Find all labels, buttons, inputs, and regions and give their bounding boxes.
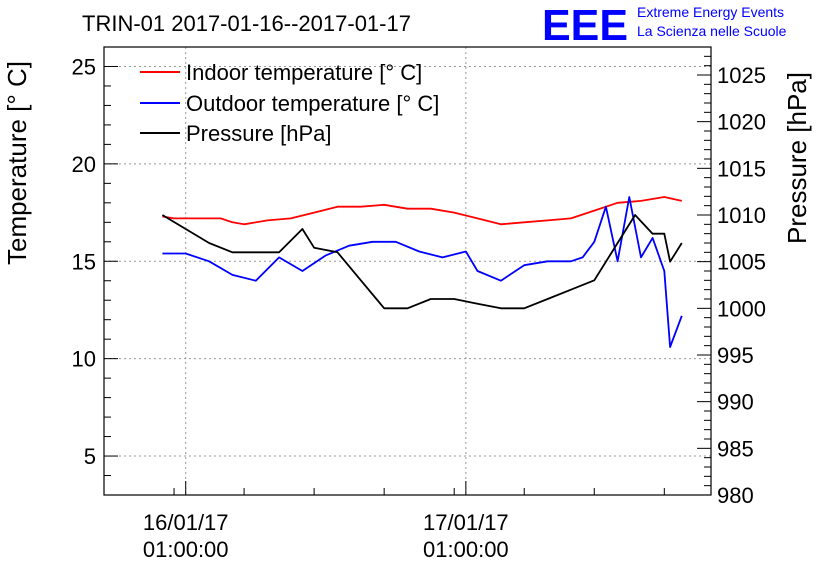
indoor-temperature-line (162, 196, 682, 226)
pressure-line (161, 214, 683, 310)
y2-tick-label: 1025 (717, 63, 766, 88)
legend-label-pressure: Pressure [hPa] (186, 121, 332, 146)
y2-tick-label: 1000 (717, 296, 766, 321)
x-tick-time-label: 01:00:00 (143, 537, 229, 562)
legend-label-indoor: Indoor temperature [° C] (186, 60, 422, 85)
logo-line1: Extreme Energy Events (637, 4, 784, 20)
y-tick-label: 20 (72, 152, 96, 177)
y2-tick-label: 985 (717, 436, 754, 461)
chart-title: TRIN-01 2017-01-16--2017-01-17 (82, 11, 411, 36)
y-tick-label: 10 (72, 347, 96, 372)
y2-tick-label: 1020 (717, 110, 766, 135)
y-tick-label: 15 (72, 249, 96, 274)
legend: Indoor temperature [° C] Outdoor tempera… (140, 60, 439, 146)
y2-tick-label: 980 (717, 483, 754, 508)
x-tick-date-label: 16/01/17 (143, 510, 229, 535)
y2-tick-label: 1015 (717, 156, 766, 181)
y-tick-label: 5 (84, 444, 96, 469)
x-tick-date-label: 17/01/17 (423, 510, 509, 535)
y2-tick-label: 995 (717, 343, 754, 368)
y2-tick-label: 990 (717, 390, 754, 415)
x-tick-time-label: 01:00:00 (423, 537, 509, 562)
y2-tick-label: 1010 (717, 203, 766, 228)
logo-line2: La Scienza nelle Scuole (637, 23, 787, 39)
grid (104, 47, 711, 495)
outdoor-temperature-line (162, 196, 683, 348)
y2-axis-label: Pressure [hPa] (782, 72, 812, 244)
series-layer (161, 196, 683, 348)
axes: 5101520259809859909951000100510101015102… (72, 46, 766, 562)
y-tick-label: 25 (72, 54, 96, 79)
logo-eee: EEE (542, 1, 628, 50)
y2-tick-label: 1005 (717, 250, 766, 275)
y-axis-label: Temperature [° C] (2, 61, 32, 265)
legend-label-outdoor: Outdoor temperature [° C] (186, 91, 439, 116)
